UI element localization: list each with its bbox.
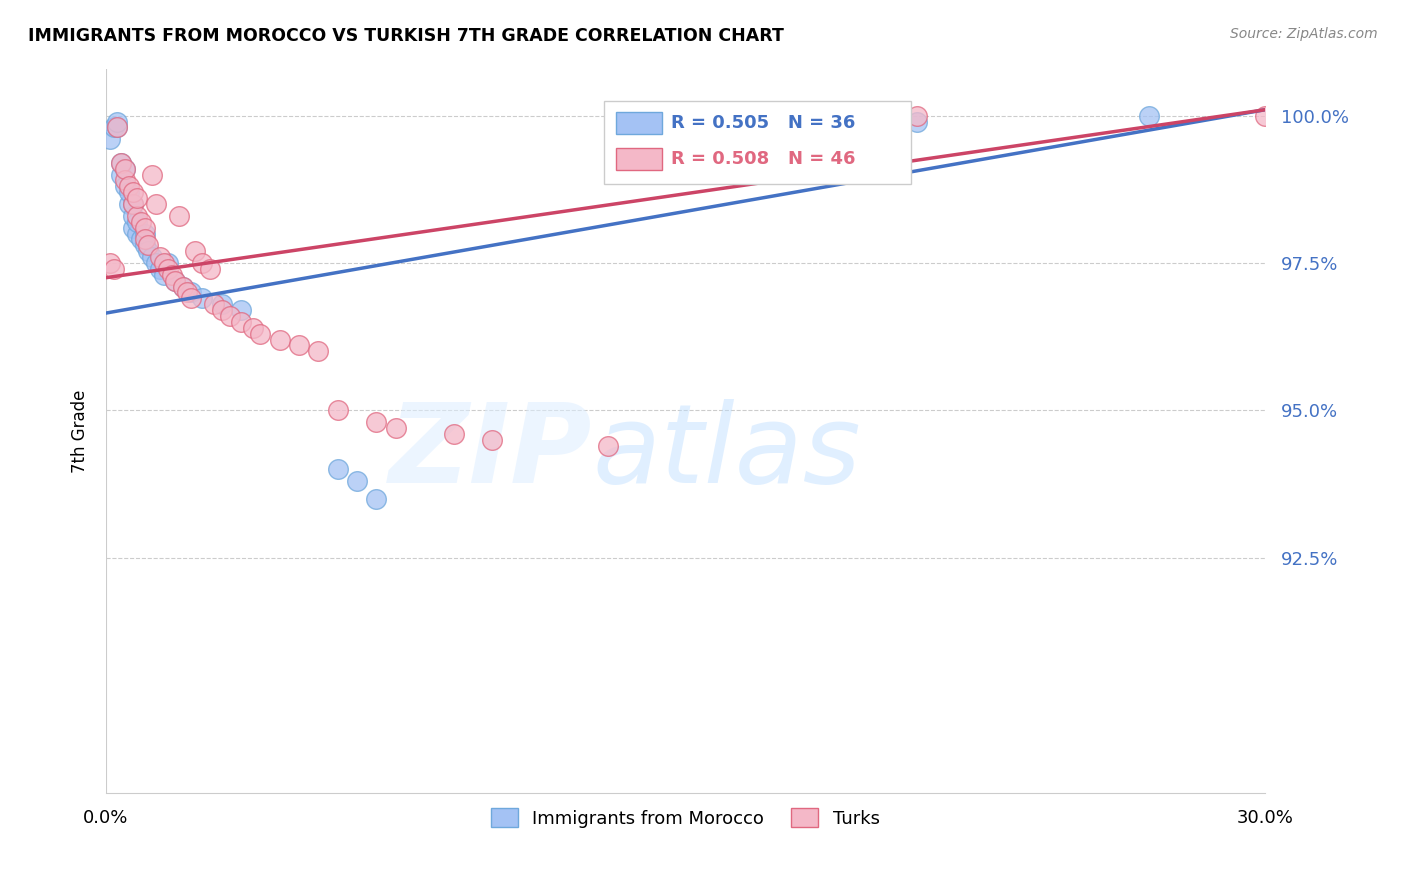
Point bbox=[145, 197, 167, 211]
Text: atlas: atlas bbox=[593, 400, 862, 506]
Point bbox=[229, 303, 252, 318]
Point bbox=[202, 297, 225, 311]
Point bbox=[110, 156, 132, 170]
Point bbox=[129, 215, 152, 229]
Point bbox=[103, 261, 125, 276]
Point bbox=[145, 256, 167, 270]
Point bbox=[211, 303, 233, 318]
Point bbox=[184, 244, 207, 259]
Point bbox=[153, 256, 176, 270]
Point bbox=[134, 232, 156, 246]
Text: IMMIGRANTS FROM MOROCCO VS TURKISH 7TH GRADE CORRELATION CHART: IMMIGRANTS FROM MOROCCO VS TURKISH 7TH G… bbox=[28, 27, 785, 45]
Point bbox=[118, 179, 141, 194]
Point bbox=[138, 244, 160, 259]
Point bbox=[156, 261, 179, 276]
Point bbox=[156, 256, 179, 270]
Point bbox=[172, 279, 194, 293]
Bar bbox=[616, 148, 662, 170]
Point bbox=[191, 256, 214, 270]
Point bbox=[122, 209, 145, 223]
Point bbox=[288, 338, 311, 352]
Point bbox=[191, 291, 214, 305]
Point bbox=[118, 197, 141, 211]
Point bbox=[149, 261, 172, 276]
Point bbox=[134, 220, 156, 235]
Point bbox=[1254, 109, 1277, 123]
Point bbox=[103, 120, 125, 135]
Point bbox=[107, 120, 129, 135]
Point bbox=[141, 250, 163, 264]
Point bbox=[129, 232, 152, 246]
Point bbox=[346, 474, 368, 488]
Point bbox=[868, 114, 890, 128]
Y-axis label: 7th Grade: 7th Grade bbox=[72, 389, 89, 473]
Point bbox=[1137, 109, 1160, 123]
Point bbox=[98, 256, 121, 270]
Point bbox=[211, 297, 233, 311]
Point bbox=[153, 268, 176, 282]
Point bbox=[125, 191, 148, 205]
Point bbox=[134, 227, 156, 241]
Point bbox=[134, 238, 156, 252]
Point bbox=[122, 197, 145, 211]
Point bbox=[110, 156, 132, 170]
Point bbox=[122, 197, 145, 211]
Point bbox=[481, 433, 503, 447]
Point bbox=[366, 415, 388, 429]
Point bbox=[98, 132, 121, 146]
Point bbox=[125, 215, 148, 229]
Point bbox=[125, 209, 148, 223]
Point bbox=[172, 279, 194, 293]
Point bbox=[176, 285, 198, 300]
Point bbox=[249, 326, 271, 341]
Point bbox=[229, 315, 252, 329]
Text: Source: ZipAtlas.com: Source: ZipAtlas.com bbox=[1230, 27, 1378, 41]
Point bbox=[118, 186, 141, 200]
Point bbox=[366, 491, 388, 506]
Point bbox=[384, 421, 406, 435]
Point bbox=[905, 114, 928, 128]
Point bbox=[326, 462, 349, 476]
Point bbox=[200, 261, 222, 276]
Point bbox=[180, 285, 202, 300]
Point bbox=[138, 238, 160, 252]
Point bbox=[269, 333, 291, 347]
Point bbox=[165, 274, 187, 288]
Text: ZIP: ZIP bbox=[389, 400, 593, 506]
Text: R = 0.508   N = 46: R = 0.508 N = 46 bbox=[672, 150, 856, 168]
Point bbox=[114, 161, 136, 176]
Point bbox=[125, 227, 148, 241]
Point bbox=[107, 114, 129, 128]
Point bbox=[107, 120, 129, 135]
Point bbox=[114, 173, 136, 187]
Point bbox=[114, 161, 136, 176]
Point bbox=[242, 320, 264, 334]
Point bbox=[307, 344, 329, 359]
Point bbox=[165, 274, 187, 288]
Point bbox=[122, 186, 145, 200]
Point bbox=[169, 209, 191, 223]
Point bbox=[905, 109, 928, 123]
Legend: Immigrants from Morocco, Turks: Immigrants from Morocco, Turks bbox=[484, 801, 887, 835]
Point bbox=[180, 291, 202, 305]
Point bbox=[141, 168, 163, 182]
Point bbox=[218, 309, 240, 323]
Point bbox=[443, 426, 465, 441]
Point bbox=[160, 268, 183, 282]
Point bbox=[114, 179, 136, 194]
Point bbox=[598, 439, 620, 453]
Point bbox=[110, 168, 132, 182]
Point bbox=[149, 250, 172, 264]
FancyBboxPatch shape bbox=[605, 101, 911, 185]
Point bbox=[122, 220, 145, 235]
Text: R = 0.505   N = 36: R = 0.505 N = 36 bbox=[672, 114, 856, 132]
Bar bbox=[616, 112, 662, 134]
Point bbox=[326, 403, 349, 417]
